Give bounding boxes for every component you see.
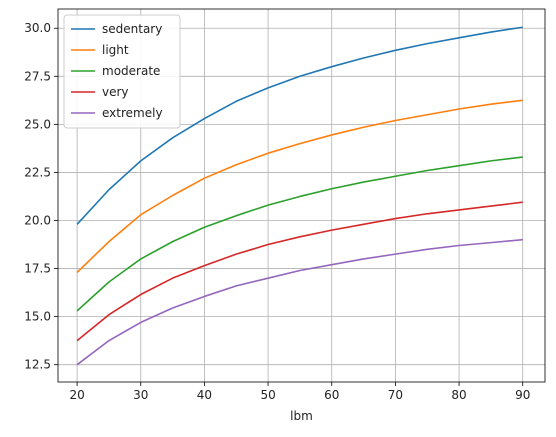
y-tick-label: 22.5 [24, 165, 51, 179]
series-line-moderate [76, 156, 523, 312]
series-line-light [76, 99, 523, 273]
legend-label-very: very [102, 85, 129, 99]
x-tick-label: 50 [260, 388, 275, 402]
x-tick-label: 20 [69, 388, 84, 402]
x-tick-label: 80 [451, 388, 466, 402]
legend-label-moderate: moderate [102, 64, 160, 78]
x-tick-label: 90 [515, 388, 530, 402]
x-tick-label: 40 [197, 388, 212, 402]
x-tick-label: 30 [133, 388, 148, 402]
y-tick-label: 12.5 [24, 358, 51, 372]
series-lines [76, 26, 523, 366]
y-tick-label: 25.0 [24, 117, 51, 131]
y-tick-label: 20.0 [24, 213, 51, 227]
grid-lines [58, 9, 545, 382]
legend: sedentary light moderate very extremely [63, 14, 181, 129]
y-tick-label: 27.5 [24, 69, 51, 83]
legend-label-sedentary: sedentary [102, 22, 162, 36]
series-line-sedentary [76, 26, 523, 225]
y-tick-label: 30.0 [24, 21, 51, 35]
x-axis-ticks: 20 30 40 50 60 70 80 90 [69, 382, 530, 402]
series-line-extremely [76, 238, 523, 366]
y-axis-ticks: 12.5 15.0 17.5 20.0 22.5 25.0 27.5 30.0 [24, 21, 58, 372]
y-tick-label: 17.5 [24, 262, 51, 276]
series-line-very [76, 201, 523, 342]
x-tick-label: 60 [324, 388, 339, 402]
legend-label-extremely: extremely [102, 106, 163, 120]
legend-label-light: light [102, 43, 129, 57]
legend-box [63, 14, 181, 129]
y-tick-label: 15.0 [24, 310, 51, 324]
x-tick-label: 70 [388, 388, 403, 402]
x-axis-label: lbm [290, 409, 313, 423]
plot-frame [57, 8, 546, 383]
